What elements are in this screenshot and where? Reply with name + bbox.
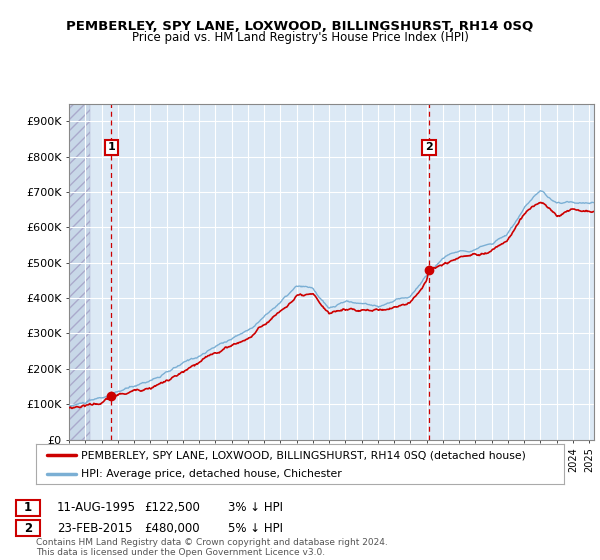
Text: 2: 2: [425, 142, 433, 152]
Text: Price paid vs. HM Land Registry's House Price Index (HPI): Price paid vs. HM Land Registry's House …: [131, 31, 469, 44]
Text: 3% ↓ HPI: 3% ↓ HPI: [228, 501, 283, 515]
Text: 5% ↓ HPI: 5% ↓ HPI: [228, 521, 283, 535]
Text: £122,500: £122,500: [144, 501, 200, 515]
Bar: [69, 104, 90, 440]
Text: PEMBERLEY, SPY LANE, LOXWOOD, BILLINGSHURST, RH14 0SQ: PEMBERLEY, SPY LANE, LOXWOOD, BILLINGSHU…: [67, 20, 533, 32]
Text: £480,000: £480,000: [144, 521, 200, 535]
Text: 1: 1: [107, 142, 115, 152]
Text: PEMBERLEY, SPY LANE, LOXWOOD, BILLINGSHURST, RH14 0SQ (detached house): PEMBERLEY, SPY LANE, LOXWOOD, BILLINGSHU…: [81, 450, 526, 460]
Bar: [69, 104, 90, 440]
Text: 11-AUG-1995: 11-AUG-1995: [57, 501, 136, 515]
Text: 1: 1: [24, 501, 32, 515]
Text: HPI: Average price, detached house, Chichester: HPI: Average price, detached house, Chic…: [81, 469, 341, 479]
Text: Contains HM Land Registry data © Crown copyright and database right 2024.
This d: Contains HM Land Registry data © Crown c…: [36, 538, 388, 557]
Text: 23-FEB-2015: 23-FEB-2015: [57, 521, 133, 535]
Text: 2: 2: [24, 521, 32, 535]
